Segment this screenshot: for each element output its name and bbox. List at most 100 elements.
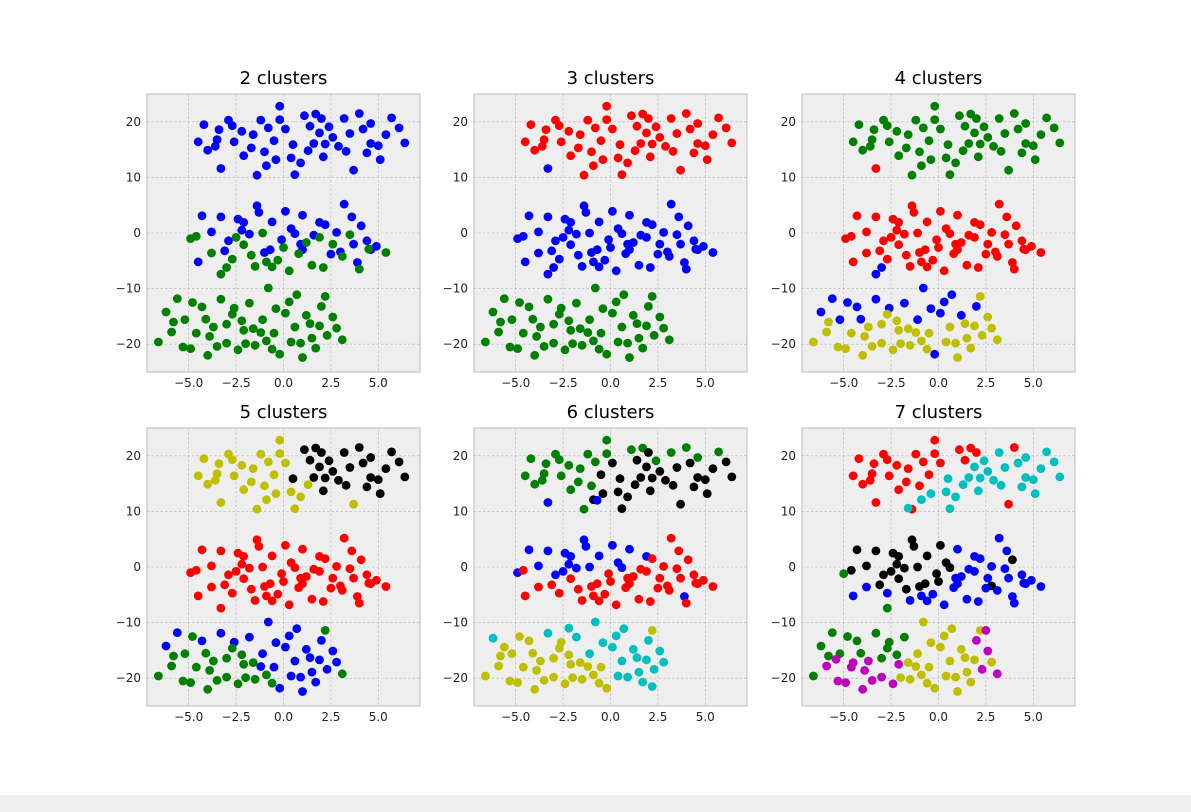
data-point bbox=[224, 236, 233, 246]
data-point bbox=[587, 248, 596, 257]
data-point bbox=[585, 649, 594, 659]
subplot-title: 4 clusters bbox=[895, 68, 983, 89]
data-point bbox=[846, 328, 856, 338]
data-point bbox=[589, 670, 598, 680]
data-point bbox=[292, 290, 302, 300]
data-point bbox=[685, 124, 695, 134]
data-point bbox=[366, 139, 376, 148]
subplot-title: 6 clusters bbox=[567, 402, 655, 423]
data-point bbox=[939, 297, 949, 307]
data-point bbox=[298, 353, 307, 362]
data-point bbox=[572, 563, 581, 573]
data-point bbox=[315, 462, 324, 472]
data-point bbox=[970, 462, 979, 472]
data-point bbox=[532, 332, 541, 341]
data-point bbox=[900, 563, 909, 573]
data-point bbox=[608, 642, 617, 652]
data-point bbox=[615, 474, 625, 483]
data-point bbox=[216, 212, 226, 222]
data-point bbox=[979, 456, 989, 466]
y-tick-label: 20 bbox=[126, 449, 141, 463]
y-tick-label: 10 bbox=[126, 504, 141, 518]
data-point bbox=[869, 459, 879, 468]
data-point bbox=[623, 338, 632, 348]
data-point bbox=[252, 504, 262, 514]
data-point bbox=[547, 580, 557, 590]
data-point bbox=[945, 170, 955, 180]
data-point bbox=[827, 628, 837, 637]
data-point bbox=[543, 628, 553, 638]
data-point bbox=[241, 673, 251, 682]
data-point bbox=[865, 141, 875, 151]
data-point bbox=[886, 233, 896, 242]
y-tick-label: 10 bbox=[453, 170, 468, 184]
data-point bbox=[229, 471, 239, 481]
data-point bbox=[981, 626, 991, 635]
data-point bbox=[572, 229, 581, 239]
data-point bbox=[307, 260, 317, 270]
data-point bbox=[907, 201, 917, 211]
data-point bbox=[598, 489, 608, 498]
data-point bbox=[816, 307, 826, 317]
data-point bbox=[608, 308, 617, 318]
data-point bbox=[822, 327, 831, 337]
data-point bbox=[250, 674, 260, 684]
data-point bbox=[575, 130, 585, 140]
data-point bbox=[354, 264, 364, 274]
data-point bbox=[241, 339, 251, 348]
y-tick-label: −20 bbox=[116, 671, 141, 685]
data-point bbox=[222, 319, 232, 329]
data-point bbox=[953, 544, 962, 554]
data-point bbox=[628, 310, 638, 320]
y-tick-label: 0 bbox=[788, 226, 796, 240]
data-point bbox=[871, 294, 881, 304]
data-point bbox=[311, 443, 321, 453]
data-point bbox=[262, 161, 271, 171]
y-tick-label: 10 bbox=[781, 170, 796, 184]
data-point bbox=[846, 565, 856, 575]
data-point bbox=[387, 447, 396, 457]
data-point bbox=[315, 321, 324, 331]
data-point bbox=[987, 228, 996, 237]
data-point bbox=[267, 262, 277, 272]
data-point bbox=[911, 115, 921, 125]
data-point bbox=[237, 316, 247, 326]
x-tick-label: −5.0 bbox=[829, 376, 858, 390]
data-point bbox=[689, 570, 699, 580]
data-point bbox=[886, 567, 896, 576]
data-point bbox=[685, 458, 695, 468]
data-point bbox=[227, 643, 237, 653]
data-point bbox=[602, 115, 612, 124]
axes-frame bbox=[801, 427, 1076, 707]
data-point bbox=[154, 337, 163, 347]
data-point bbox=[537, 475, 547, 485]
data-point bbox=[286, 153, 296, 163]
data-point bbox=[1008, 555, 1017, 565]
data-point bbox=[664, 252, 674, 261]
data-point bbox=[541, 125, 551, 134]
data-point bbox=[290, 504, 300, 513]
data-point bbox=[231, 233, 241, 242]
data-point bbox=[674, 546, 684, 556]
data-point bbox=[551, 236, 560, 246]
data-point bbox=[647, 626, 657, 635]
data-point bbox=[549, 263, 558, 272]
data-point bbox=[918, 283, 928, 293]
data-point bbox=[254, 208, 264, 217]
data-point bbox=[161, 307, 171, 317]
data-point bbox=[543, 269, 553, 279]
data-point bbox=[625, 353, 634, 362]
data-point bbox=[262, 591, 271, 601]
data-point bbox=[549, 653, 558, 663]
data-point bbox=[524, 545, 534, 555]
data-point bbox=[668, 480, 678, 490]
data-point bbox=[653, 249, 663, 259]
data-point bbox=[587, 582, 596, 591]
data-point bbox=[905, 340, 915, 350]
data-point bbox=[566, 240, 576, 250]
data-point bbox=[590, 457, 600, 467]
data-point bbox=[214, 125, 224, 134]
data-point bbox=[381, 464, 391, 473]
data-point bbox=[1008, 592, 1017, 601]
